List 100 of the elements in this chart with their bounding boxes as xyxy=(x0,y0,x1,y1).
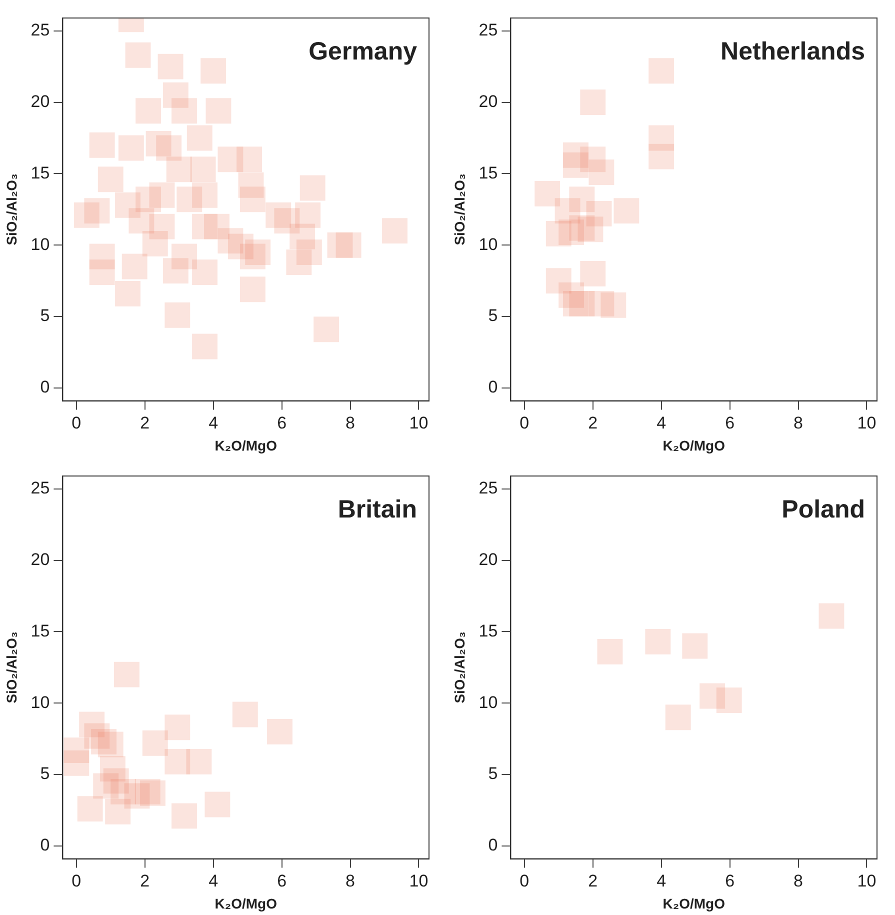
point xyxy=(142,730,168,756)
point xyxy=(186,748,212,774)
point xyxy=(136,98,162,124)
point xyxy=(336,232,362,258)
x-tick-label: 0 xyxy=(72,414,82,433)
point xyxy=(682,633,708,659)
x-tick-label: 4 xyxy=(656,414,666,433)
y-tick-label: 5 xyxy=(40,764,50,784)
point xyxy=(236,146,262,172)
y-tick-label: 10 xyxy=(30,234,50,254)
x-tick-label: 4 xyxy=(208,872,218,891)
point xyxy=(164,714,190,740)
y-tick-label: 20 xyxy=(478,550,498,569)
point xyxy=(716,688,742,713)
x-tick-label: 0 xyxy=(520,872,530,891)
x-tick-label: 8 xyxy=(794,872,803,891)
y-axis-title: SiO₂/Al₂O₃ xyxy=(451,631,468,704)
point xyxy=(580,90,606,115)
y-tick-label: 0 xyxy=(488,378,498,397)
x-tick-label: 4 xyxy=(208,414,218,433)
x-tick-label: 0 xyxy=(520,414,530,433)
point xyxy=(118,135,144,161)
point xyxy=(204,792,230,818)
point xyxy=(84,198,110,224)
point xyxy=(192,182,218,208)
point xyxy=(192,260,218,285)
x-tick-label: 0 xyxy=(72,872,82,891)
x-tick-label: 6 xyxy=(725,872,735,891)
point xyxy=(534,180,560,206)
y-tick-label: 20 xyxy=(30,92,50,111)
point xyxy=(164,302,190,328)
y-tick-label: 25 xyxy=(478,478,498,498)
point xyxy=(89,132,115,158)
point xyxy=(122,254,148,280)
point xyxy=(64,750,90,776)
y-tick-label: 10 xyxy=(478,234,498,254)
point xyxy=(124,783,150,809)
point xyxy=(314,316,340,342)
point xyxy=(200,58,226,84)
text: Britain xyxy=(338,495,417,524)
point xyxy=(77,796,103,822)
point xyxy=(190,156,216,182)
x-tick-label: 10 xyxy=(409,414,428,433)
y-tick-label: 25 xyxy=(478,20,498,40)
point xyxy=(192,334,218,360)
point xyxy=(580,260,606,286)
y-tick-label: 25 xyxy=(30,478,50,498)
x-tick-label: 6 xyxy=(277,872,287,891)
point xyxy=(166,156,192,182)
point xyxy=(267,718,292,744)
y-tick-label: 5 xyxy=(40,306,50,326)
point xyxy=(558,220,584,245)
point xyxy=(105,798,131,824)
y-axis-title: SiO₂/Al₂O₃ xyxy=(451,173,468,246)
point xyxy=(597,638,623,664)
point xyxy=(645,628,671,654)
y-tick-label: 0 xyxy=(40,378,50,397)
y-tick-label: 15 xyxy=(30,621,50,640)
y-tick-label: 5 xyxy=(488,306,498,326)
point xyxy=(240,244,266,270)
x-tick-label: 8 xyxy=(346,872,355,891)
point xyxy=(172,803,197,829)
point xyxy=(600,292,626,318)
point xyxy=(149,182,175,208)
point xyxy=(114,662,140,688)
point xyxy=(89,260,115,285)
y-tick-label: 15 xyxy=(478,163,498,182)
x-tick-label: 8 xyxy=(346,414,355,433)
x-axis-title: K₂O/MgO xyxy=(214,895,278,912)
x-tick-label: 6 xyxy=(277,414,287,433)
x-tick-label: 10 xyxy=(409,872,428,891)
y-tick-label: 20 xyxy=(30,550,50,569)
point xyxy=(614,198,640,224)
x-axis-title: K₂O/MgO xyxy=(662,895,726,912)
x-axis-title: K₂O/MgO xyxy=(214,437,278,454)
y-axis-title: SiO₂/Al₂O₃ xyxy=(3,631,20,704)
point xyxy=(588,160,614,185)
point xyxy=(286,250,312,275)
point xyxy=(158,54,184,80)
point xyxy=(648,58,674,84)
point xyxy=(240,276,266,302)
x-axis-title: K₂O/MgO xyxy=(662,437,726,454)
point xyxy=(98,166,124,192)
point xyxy=(186,125,212,151)
text: Poland xyxy=(782,495,865,524)
point xyxy=(98,732,124,758)
y-tick-label: 20 xyxy=(478,92,498,111)
point xyxy=(142,230,168,256)
y-axis-title: SiO₂/Al₂O₃ xyxy=(3,173,20,246)
x-tick-label: 2 xyxy=(140,872,150,891)
y-tick-label: 10 xyxy=(30,692,50,712)
point xyxy=(146,130,172,156)
text: Germany xyxy=(308,37,418,66)
point xyxy=(818,603,844,629)
text: Netherlands xyxy=(720,37,865,66)
y-tick-label: 25 xyxy=(30,20,50,40)
x-tick-label: 8 xyxy=(794,414,803,433)
point xyxy=(115,280,140,306)
y-tick-label: 0 xyxy=(40,836,50,855)
y-tick-label: 15 xyxy=(30,163,50,182)
